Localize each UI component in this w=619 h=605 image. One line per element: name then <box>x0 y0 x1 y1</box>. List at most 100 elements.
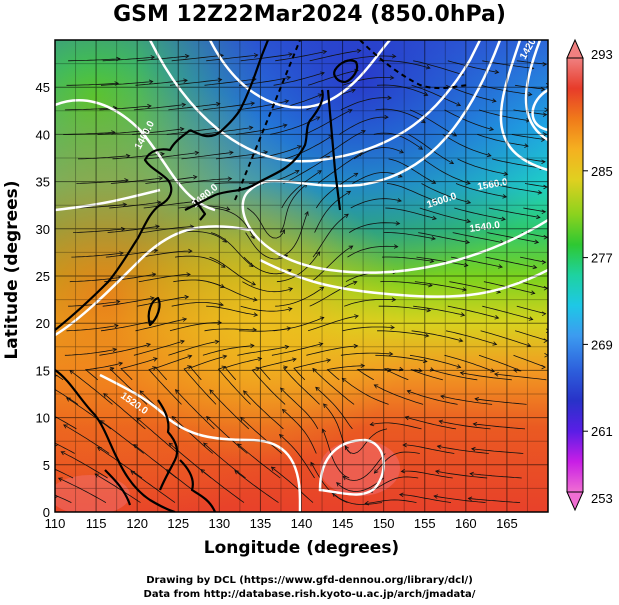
streamline <box>100 420 144 454</box>
streamline-arrow <box>492 341 498 346</box>
streamline-arrow <box>467 496 473 502</box>
streamline <box>64 348 117 356</box>
colorbar-label: 285 <box>591 164 613 179</box>
streamline-arrow <box>360 363 366 369</box>
y-tick-label: 25 <box>36 269 50 284</box>
streamline-arrow <box>425 65 431 70</box>
streamline <box>237 100 289 111</box>
streamline-arrow <box>502 194 508 199</box>
streamline <box>419 207 471 223</box>
streamline <box>405 416 457 430</box>
y-tick-label: 30 <box>36 222 50 237</box>
streamline-arrow <box>353 343 359 349</box>
streamline <box>511 134 545 140</box>
streamline <box>513 354 546 368</box>
y-tick-label: 10 <box>36 411 50 426</box>
streamline-arrow <box>489 126 495 131</box>
streamline-arrow <box>319 316 325 321</box>
streamline-arrow <box>351 88 356 93</box>
streamline-arrow <box>553 476 557 480</box>
streamline <box>204 78 257 86</box>
streamline <box>240 417 283 454</box>
streamline <box>133 104 186 111</box>
streamline-arrow <box>432 197 437 203</box>
streamline-arrow <box>459 371 465 376</box>
streamline-arrow <box>541 364 546 370</box>
streamline-arrow <box>252 297 258 302</box>
streamline <box>518 281 548 289</box>
streamline <box>413 305 465 316</box>
streamline <box>520 256 546 263</box>
streamline-arrow <box>431 236 436 241</box>
streamline-arrow <box>470 446 476 452</box>
streamline-arrow <box>250 343 255 349</box>
streamline <box>140 250 192 258</box>
streamline-arrow <box>251 281 256 286</box>
streamline-arrow <box>292 357 297 362</box>
streamline <box>477 134 529 147</box>
streamline <box>240 53 293 62</box>
x-tick-label: 135 <box>250 516 272 531</box>
streamline <box>482 305 533 320</box>
streamline-arrow <box>192 175 198 180</box>
streamline-arrow <box>526 343 532 348</box>
streamline <box>380 281 433 286</box>
streamline-arrow <box>156 200 162 205</box>
streamline-arrow <box>284 344 290 350</box>
streamline <box>58 477 107 503</box>
streamline <box>136 417 179 454</box>
streamline-arrow <box>353 172 359 177</box>
streamline-arrow <box>225 206 231 211</box>
colorbar-label: 261 <box>591 424 613 439</box>
x-tick-label: 115 <box>86 516 107 531</box>
streamline-arrow <box>284 99 290 104</box>
streamline <box>190 355 227 381</box>
contour-label: 1540.0 <box>469 220 501 235</box>
streamline-arrow <box>527 91 533 97</box>
streamline-arrow <box>540 86 546 92</box>
y-tick-label: 45 <box>36 80 50 95</box>
streamline <box>237 443 281 479</box>
streamline <box>107 225 160 233</box>
streamline-arrow <box>528 316 534 321</box>
streamline-arrow <box>400 468 406 474</box>
streamline-arrow <box>219 302 224 307</box>
streamline-arrow <box>432 215 437 221</box>
streamline <box>383 232 436 240</box>
streamline-arrow <box>179 126 185 132</box>
streamline-arrow <box>544 353 548 358</box>
streamline <box>143 201 196 209</box>
streamline-arrow <box>460 312 466 317</box>
streamline-arrow <box>283 365 288 370</box>
streamline <box>414 281 467 291</box>
streamline <box>68 58 120 62</box>
streamline <box>304 109 353 135</box>
streamline-arrow <box>148 79 154 85</box>
streamline <box>422 158 471 184</box>
streamline <box>344 55 396 62</box>
streamline <box>282 366 320 405</box>
streamline <box>492 158 544 169</box>
streamline-arrow <box>472 422 478 427</box>
streamline-arrow <box>125 153 131 159</box>
streamline-arrow <box>542 61 548 67</box>
streamline <box>514 330 548 342</box>
colorbar-label: 253 <box>591 491 613 506</box>
streamline-arrow <box>391 297 397 302</box>
streamline-arrow <box>390 325 395 330</box>
streamline-arrow <box>554 206 558 210</box>
streamline <box>350 198 402 209</box>
streamline-arrow <box>534 239 540 244</box>
streamline <box>409 354 461 368</box>
streamline <box>132 128 184 135</box>
streamline <box>57 496 72 503</box>
streamline <box>293 359 331 381</box>
streamline <box>339 116 389 135</box>
streamline <box>273 72 325 86</box>
streamline <box>63 424 110 454</box>
streamline <box>145 176 197 184</box>
streamline <box>284 135 333 160</box>
map-title: GSM 12Z22Mar2024 (850.0hPa) <box>113 2 506 27</box>
streamline-arrow <box>147 103 152 109</box>
x-tick-label: 120 <box>126 516 148 531</box>
